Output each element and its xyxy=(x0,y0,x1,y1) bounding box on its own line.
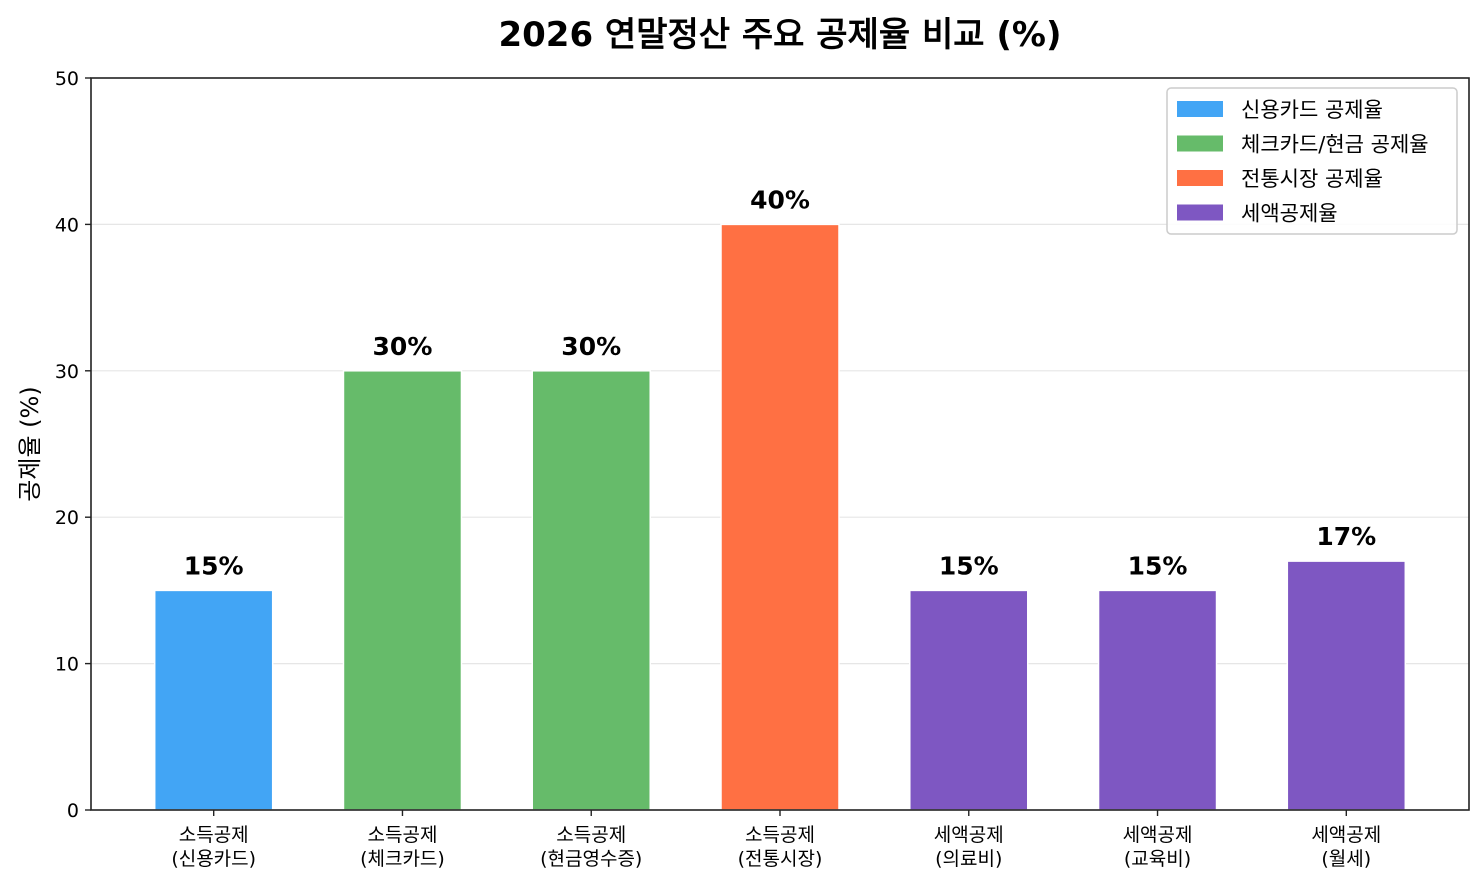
x-tick-label: 소득공제 xyxy=(745,824,815,846)
legend-swatch xyxy=(1177,204,1223,221)
legend-label: 신용카드 공제율 xyxy=(1241,98,1383,122)
chart-title: 2026 연말정산 주요 공제율 비교 (%) xyxy=(498,15,1061,55)
value-label: 15% xyxy=(184,551,244,580)
x-tick-label: (신용카드) xyxy=(171,848,256,870)
bar xyxy=(153,589,274,811)
bar xyxy=(1286,560,1407,811)
legend-swatch xyxy=(1177,170,1223,186)
x-tick-label: 소득공제 xyxy=(368,824,438,846)
legend-swatch xyxy=(1177,101,1223,117)
bar xyxy=(342,370,463,811)
legend-label: 세액공제율 xyxy=(1241,202,1338,226)
bar xyxy=(1097,589,1218,811)
y-axis-label: 공제율 (%) xyxy=(16,386,44,501)
value-label: 30% xyxy=(373,332,433,361)
value-label: 40% xyxy=(750,185,810,214)
bar xyxy=(720,223,840,811)
value-label: 15% xyxy=(939,551,999,580)
x-tick-label: 세액공제 xyxy=(934,824,1004,846)
value-label: 30% xyxy=(561,332,621,361)
y-tick-label: 10 xyxy=(55,654,79,676)
x-tick-label: 소득공제 xyxy=(179,824,249,846)
x-tick-label: 세액공제 xyxy=(1311,824,1381,846)
x-tick-label: 세액공제 xyxy=(1123,824,1193,846)
x-tick-label: (전통시장) xyxy=(738,848,823,870)
x-tick-label: (교육비) xyxy=(1124,848,1191,870)
y-tick-label: 50 xyxy=(55,68,79,90)
x-tick-label: (체크카드) xyxy=(360,848,445,870)
y-tick-label: 30 xyxy=(55,361,79,383)
x-tick-label: (현금영수증) xyxy=(540,848,642,870)
y-tick-label: 40 xyxy=(55,214,79,236)
bar xyxy=(909,589,1029,811)
value-label: 15% xyxy=(1128,551,1188,580)
x-tick-label: (의료비) xyxy=(935,848,1002,870)
legend-label: 체크카드/현금 공제율 xyxy=(1241,133,1429,157)
x-tick-label: 소득공제 xyxy=(556,824,626,846)
legend-label: 전통시장 공제율 xyxy=(1241,167,1383,191)
y-tick-label: 20 xyxy=(55,507,79,529)
legend-swatch xyxy=(1177,135,1223,152)
x-tick-label: (월세) xyxy=(1321,848,1371,870)
bar xyxy=(531,370,651,811)
value-label: 17% xyxy=(1316,522,1376,551)
legend-box xyxy=(1166,87,1458,235)
y-tick-label: 0 xyxy=(67,800,79,822)
